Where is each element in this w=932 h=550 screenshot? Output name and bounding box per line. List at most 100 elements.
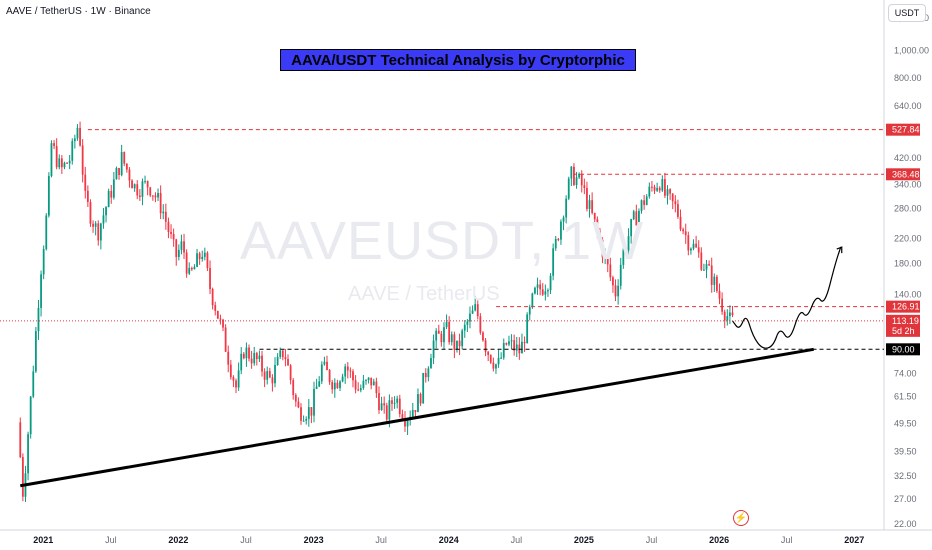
y-tick-label: 220.00 — [894, 233, 922, 243]
candle-body — [175, 239, 178, 257]
candle-body — [136, 184, 139, 196]
candle-body — [354, 380, 357, 390]
candle-body — [679, 216, 682, 230]
candle-body — [430, 357, 432, 369]
candle-body — [573, 166, 575, 185]
candle-body — [635, 211, 638, 226]
candle-body — [125, 163, 128, 170]
candle-body — [375, 381, 378, 394]
candle-body — [222, 319, 224, 328]
candle-body — [235, 380, 237, 388]
candle-body — [489, 354, 492, 363]
y-tick-label: 27.00 — [894, 494, 917, 504]
candle-body — [713, 276, 716, 285]
candle-body — [593, 212, 596, 220]
candle-body — [240, 353, 243, 371]
candle-body — [609, 264, 612, 278]
candle-body — [138, 195, 141, 197]
candle-body — [21, 457, 24, 497]
candle-body — [666, 189, 669, 196]
candle-body — [583, 185, 586, 188]
candle-body — [60, 158, 63, 168]
candle-body — [362, 380, 365, 389]
lightning-event-icon[interactable]: ⚡ — [733, 510, 749, 526]
candle-body — [66, 162, 68, 164]
candle-body — [580, 173, 583, 186]
candle-body — [63, 162, 66, 168]
candle-body — [526, 314, 529, 344]
candle-body — [248, 347, 250, 359]
candle-body — [484, 340, 487, 352]
candle-body — [578, 173, 581, 178]
candle-body — [450, 334, 453, 343]
candle-body — [474, 304, 477, 311]
x-tick-label: 2023 — [304, 535, 324, 545]
candle-body — [669, 189, 672, 194]
candle-body — [266, 371, 269, 380]
x-tick-label: 2025 — [574, 535, 594, 545]
symbol-label[interactable]: AAVE / TetherUS · 1W · Binance — [6, 6, 151, 17]
candle-body — [411, 410, 414, 417]
candle-body — [476, 304, 479, 317]
candle-body — [86, 190, 89, 203]
candle-body — [661, 179, 664, 191]
candle-body — [367, 377, 370, 381]
candle-body — [172, 233, 175, 240]
candle-body — [34, 331, 37, 372]
candle-body — [341, 376, 344, 382]
candle-body — [294, 395, 297, 402]
candle-body — [123, 151, 126, 164]
candle-body — [357, 389, 360, 391]
candle-body — [505, 343, 508, 345]
candle-body — [40, 274, 42, 308]
candle-body — [336, 382, 339, 389]
candle-body — [268, 371, 271, 378]
candle-body — [601, 239, 604, 258]
candle-body — [528, 307, 531, 315]
candle-body — [544, 291, 547, 295]
y-tick-label: 140.00 — [894, 289, 922, 299]
candle-body — [437, 330, 440, 334]
candle-body — [76, 127, 79, 139]
candle-body — [120, 151, 123, 176]
candle-body — [482, 332, 484, 341]
candle-body — [339, 381, 341, 389]
candle-body — [183, 241, 185, 253]
candle-body — [729, 312, 731, 317]
candle-body — [630, 219, 633, 237]
candle-body — [203, 252, 206, 257]
candle-body — [112, 179, 115, 198]
candle-body — [365, 380, 367, 382]
x-tick-label: 2027 — [844, 535, 864, 545]
candle-body — [193, 266, 196, 270]
candle-body — [604, 255, 607, 258]
candle-body — [307, 407, 310, 419]
candle-body — [372, 381, 375, 386]
candle-body — [461, 330, 464, 347]
candle-body — [471, 310, 474, 314]
candle-body — [289, 365, 292, 381]
candle-body — [167, 221, 170, 232]
candle-body — [539, 284, 542, 290]
candle-body — [73, 138, 76, 142]
candle-body — [500, 357, 503, 359]
candle-body — [448, 321, 451, 343]
candle-body — [640, 200, 643, 211]
candle-body — [627, 236, 630, 251]
candle-body — [318, 381, 321, 387]
candle-body — [276, 356, 279, 366]
chart-title: AAVA/USDT Technical Analysis by Cryptorp… — [280, 49, 636, 71]
candle-body — [549, 275, 552, 291]
candle-body — [632, 211, 635, 220]
projection-arrowhead — [836, 246, 843, 254]
candle-body — [89, 202, 92, 224]
projection-path — [732, 246, 842, 349]
candle-body — [710, 265, 713, 285]
candle-body — [552, 248, 555, 276]
candle-body — [79, 127, 81, 146]
currency-unit-button[interactable]: USDT — [888, 4, 926, 22]
y-tick-label: 49.50 — [894, 419, 917, 429]
candle-body — [229, 364, 232, 378]
candle-body — [245, 347, 248, 359]
